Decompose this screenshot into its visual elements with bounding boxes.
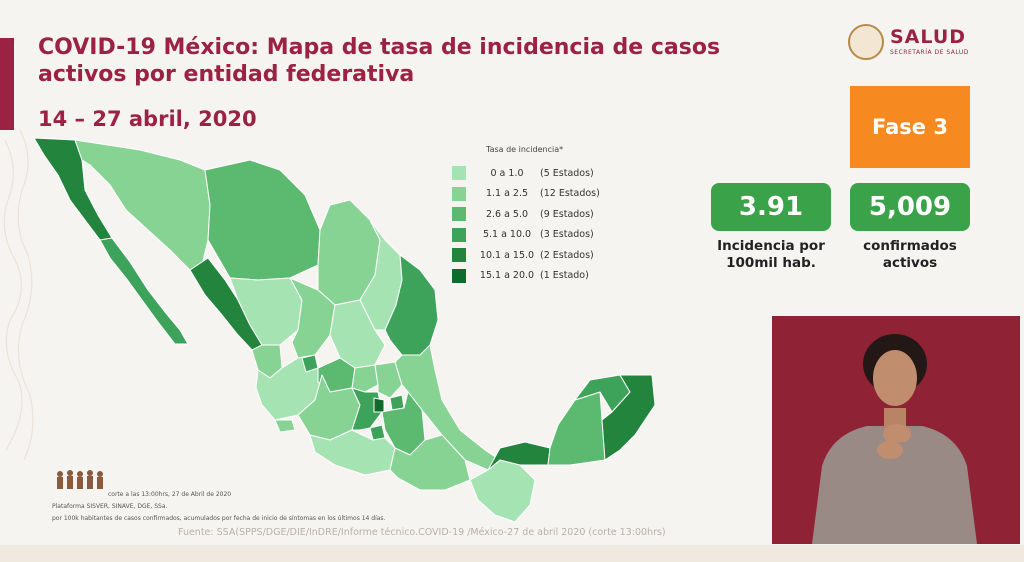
active-cases-value: 5,009	[850, 183, 970, 231]
state-morelos	[369, 424, 386, 441]
note-platform: Plataforma SISVER, SINAVE, DGE, SSa.	[52, 503, 168, 510]
legend-item: 5.1 a 10.0 (3 Estados)	[452, 225, 632, 246]
sign-language-interpreter-video	[772, 316, 1020, 544]
interpreter-person-icon	[812, 334, 977, 544]
legend-range: 15.1 a 20.0	[479, 270, 535, 282]
legend-count: (12 Estados)	[540, 188, 600, 200]
state-tlaxcala	[389, 394, 405, 411]
state-cdmx	[373, 397, 385, 413]
footer-band	[0, 545, 1024, 562]
legend-swatch	[452, 248, 466, 263]
active-cases-label: confirmados activos	[863, 238, 957, 271]
legend-count: (2 Estados)	[540, 249, 594, 261]
legend-title: Tasa de incidencia*	[486, 145, 564, 154]
legend-count: (1 Estado)	[540, 270, 589, 282]
state-sonora	[74, 139, 211, 271]
logo-subtitle: SECRETARÍA DE SALUD	[890, 49, 969, 56]
note-definition: por 100k habitantes de casos confirmados…	[52, 515, 386, 522]
seal-icon	[848, 24, 884, 60]
legend-swatch	[452, 207, 466, 222]
legend-range: 1.1 a 2.5	[485, 188, 529, 200]
state-quintana-roo	[601, 374, 656, 461]
note-cutoff: corte a las 13:00hrs, 27 de Abril de 202…	[108, 491, 232, 498]
legend-item: 0 a 1.0 (5 Estados)	[452, 163, 632, 184]
legend-range: 2.6 a 5.0	[485, 208, 529, 220]
state-baja-california-sur	[99, 237, 189, 345]
brand-accent-bar	[0, 38, 14, 130]
state-campeche	[547, 391, 606, 466]
legend-range: 5.1 a 10.0	[482, 229, 532, 241]
legend-item: 2.6 a 5.0 (9 Estados)	[452, 204, 632, 225]
incidence-label: Incidencia por 100mil hab.	[717, 238, 825, 271]
legend-item: 15.1 a 20.0 (1 Estado)	[452, 266, 632, 287]
state-durango	[229, 277, 303, 346]
legend-swatch	[452, 227, 466, 242]
legend-swatch	[452, 166, 466, 181]
map-notes: corte a las 13:00hrs, 27 de Abril de 202…	[52, 489, 522, 525]
legend-item: 1.1 a 2.5 (12 Estados)	[452, 184, 632, 205]
logo-word: SALUD	[890, 26, 967, 48]
decorative-pattern	[3, 130, 34, 460]
legend-swatch	[452, 268, 466, 283]
date-range: 14 – 27 abril, 2020	[38, 107, 257, 131]
page-title: COVID-19 México: Mapa de tasa de inciden…	[38, 35, 721, 87]
legend-swatch	[452, 186, 466, 201]
incidence-value: 3.91	[711, 183, 831, 231]
fase-badge: Fase 3	[850, 86, 970, 168]
state-queretaro	[351, 364, 379, 393]
source-note: Fuente: SSA(SPPS/DGE/DIE/InDRE/Informe t…	[178, 527, 666, 538]
legend-range: 0 a 1.0	[490, 167, 524, 179]
legend-count: (3 Estados)	[540, 229, 594, 241]
legend-item: 10.1 a 15.0 (2 Estados)	[452, 245, 632, 266]
state-colima	[274, 419, 296, 433]
legend-range: 10.1 a 15.0	[479, 249, 535, 261]
legend-count: (5 Estados)	[540, 167, 594, 179]
legend-count: (9 Estados)	[540, 208, 594, 220]
state-nuevo-leon	[359, 219, 403, 331]
map-legend: Tasa de incidencia* 0 a 1.0 (5 Estados) …	[452, 145, 632, 286]
state-chihuahua	[204, 159, 321, 281]
heroes-figure-icon	[57, 470, 103, 489]
mexico-choropleth-map	[33, 137, 656, 523]
salud-logo: SALUD SECRETARÍA DE SALUD	[848, 22, 978, 62]
state-puebla	[381, 391, 426, 456]
